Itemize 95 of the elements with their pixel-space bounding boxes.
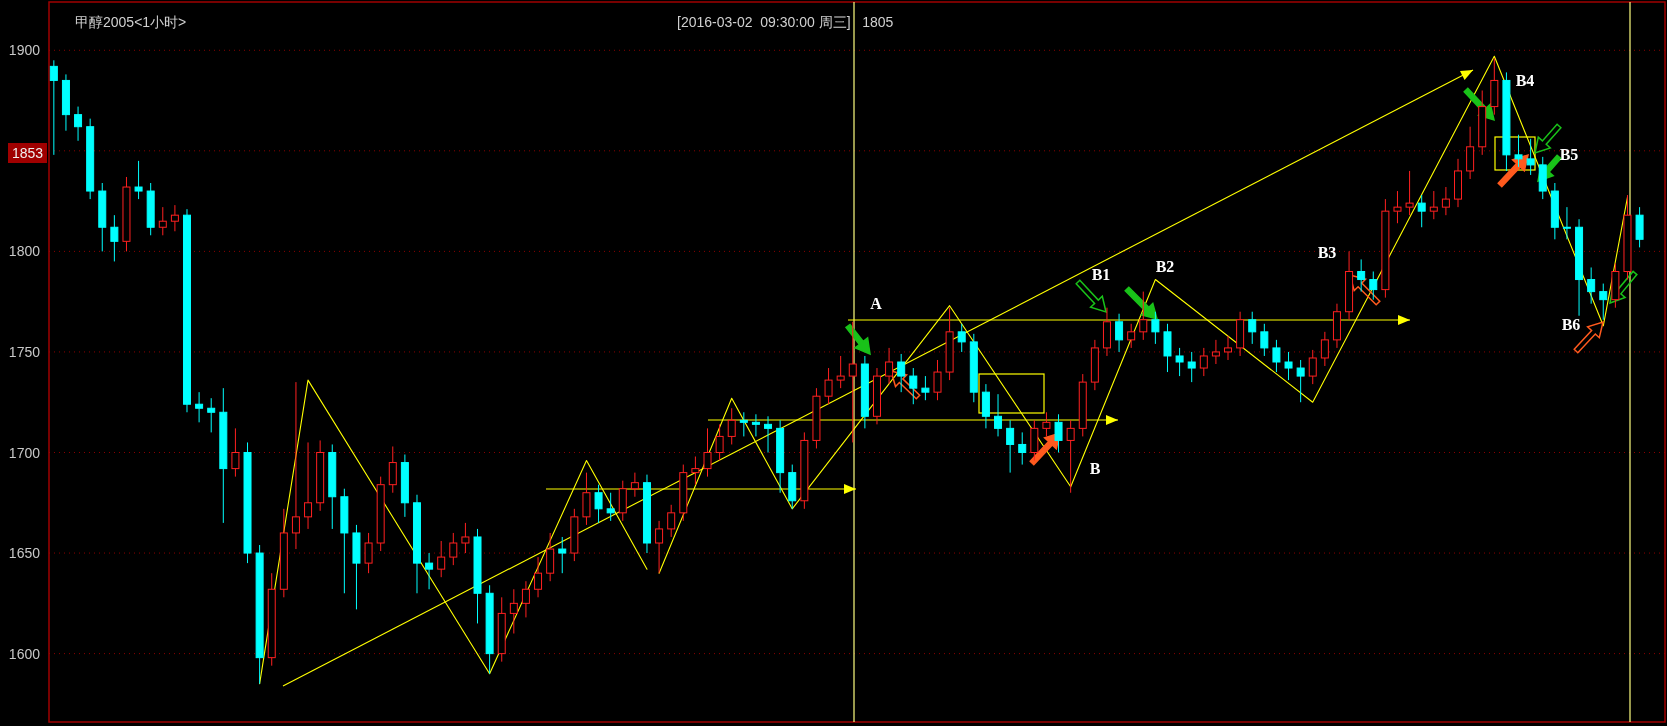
candlestick: [1284, 351, 1293, 381]
candlestick: [534, 556, 543, 598]
candlestick: [1042, 411, 1051, 437]
candlestick: [1199, 347, 1208, 377]
candlestick: [195, 391, 204, 423]
candlestick: [509, 588, 518, 635]
y-tick-label: 1700: [8, 444, 41, 461]
candlestick: [1526, 138, 1535, 176]
candlestick: [727, 407, 736, 445]
candlestick: [848, 321, 857, 443]
candlestick: [885, 347, 894, 385]
candlestick: [1115, 313, 1124, 353]
y-tick-label: 1750: [8, 343, 41, 360]
candlestick: [1066, 419, 1075, 494]
annotation: A: [870, 295, 883, 312]
candlestick: [1248, 311, 1257, 345]
candlestick: [1405, 170, 1414, 216]
candlestick: [1006, 419, 1015, 474]
candlestick: [304, 441, 313, 530]
line-series: [259, 379, 648, 685]
candlestick: [1514, 134, 1523, 168]
candlestick: [1296, 359, 1305, 403]
candlestick: [691, 456, 700, 486]
candlestick: [1054, 413, 1063, 453]
candlestick: [824, 367, 833, 405]
candlestick: [558, 536, 567, 574]
candlestick: [1441, 186, 1450, 216]
annotation: B1: [1091, 266, 1111, 283]
candlestick: [921, 375, 930, 401]
candlestick: [897, 353, 906, 393]
text: 1853: [11, 145, 44, 161]
candlestick: [933, 359, 942, 401]
candlestick: [1599, 283, 1608, 321]
candlestick: [291, 381, 300, 550]
candlestick: [231, 427, 240, 478]
y-tick-label: 1600: [8, 645, 41, 662]
y-tick-label: 1650: [8, 545, 41, 562]
candlestick: [594, 484, 603, 524]
candlestick: [388, 445, 397, 494]
candlestick: [364, 532, 373, 574]
candlestick: [1260, 323, 1269, 357]
candlestick: [751, 413, 760, 437]
candlestick: [994, 393, 1003, 437]
candlestick: [836, 355, 845, 389]
candlestick: [207, 397, 216, 433]
candlestick: [630, 472, 639, 498]
candlestick: [158, 206, 167, 236]
candlestick: [606, 492, 615, 522]
annotation: B4: [1515, 72, 1535, 89]
candlestick: [134, 160, 143, 200]
candlestick: [909, 367, 918, 405]
y-tick-label: 1800: [8, 243, 41, 260]
candlestick: [1272, 339, 1281, 373]
candlestick: [1308, 349, 1317, 385]
candlestick: [74, 106, 83, 142]
candlestick: [655, 520, 664, 574]
candlestick: [1587, 266, 1596, 305]
candlestick: [1429, 190, 1438, 220]
annotation: B5: [1559, 146, 1579, 163]
candlestick: [1369, 271, 1378, 301]
candlestick: [703, 427, 712, 478]
candlestick: [1139, 291, 1148, 341]
candlestick: [1562, 206, 1571, 240]
candlestick: [1175, 347, 1184, 377]
candlestick: [449, 532, 458, 566]
candlestick: [1187, 351, 1196, 383]
text: 甲醇2005<1小时>: [75, 14, 187, 30]
candlestick: [437, 540, 446, 578]
candlestick: [1018, 431, 1027, 466]
candlestick: [1357, 258, 1366, 293]
candlestick: [1211, 339, 1220, 365]
candlestick: [1151, 311, 1160, 345]
y-tick-label: 1900: [8, 42, 41, 59]
candlestick: [425, 552, 434, 590]
candlestick: [1224, 335, 1233, 361]
candlestick: [1127, 323, 1136, 349]
annotation: B3: [1317, 244, 1337, 261]
candlestick: [715, 423, 724, 462]
candlestick: [1417, 194, 1426, 228]
text: [2016-03-02 09:30:00 周三] 1805: [677, 14, 894, 30]
annotation: B2: [1155, 258, 1175, 275]
candlestick: [1320, 331, 1329, 367]
annotation: B6: [1561, 316, 1581, 333]
candlestick: [957, 323, 966, 353]
candlestick: [170, 204, 179, 232]
candlestick: [739, 411, 748, 437]
candlestick: [521, 580, 530, 618]
candlestick: [764, 415, 773, 453]
candlestick: [1393, 190, 1402, 224]
candlestick: [110, 214, 119, 262]
candlestick: [461, 522, 470, 554]
annotation: B: [1089, 460, 1101, 477]
candlestick: [49, 59, 58, 156]
line-series: [658, 55, 1629, 574]
candlestick: [667, 504, 676, 538]
